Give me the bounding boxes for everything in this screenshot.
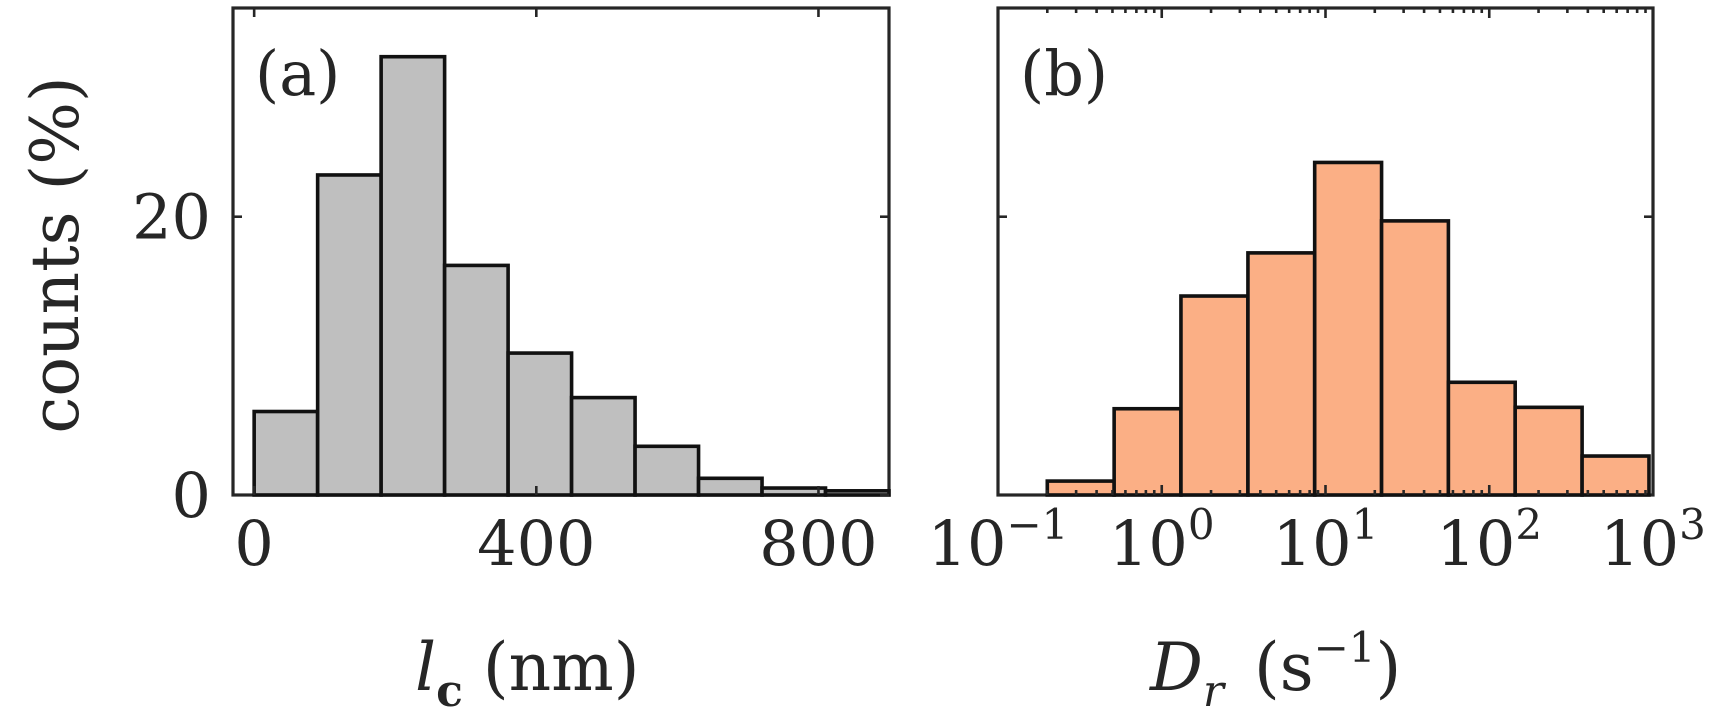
panel-a-bar (760, 486, 828, 497)
panel-b-bar (1045, 479, 1116, 497)
panel-b-xtick-label: 102 (1436, 500, 1542, 580)
panel-b-xtick-label: 103 (1600, 500, 1706, 580)
panel-b-bar (1580, 454, 1651, 497)
panel-a-bar (442, 263, 510, 497)
panel-b-bar (1513, 405, 1584, 497)
panel-a-xtick-label: 0 (234, 507, 273, 580)
panel-a-xtick-label: 800 (759, 507, 877, 580)
panel-b-bar (1112, 406, 1183, 497)
panel-b-xlabel-unit-post: ) (1376, 629, 1402, 706)
panel-b-xlabel-sub: r (1203, 666, 1227, 717)
panel-b-bar (1312, 160, 1384, 497)
panel-a-bar (315, 173, 383, 497)
panel-a-bar (506, 351, 574, 497)
panel-b-xtick-label: 100 (1109, 500, 1215, 580)
panel-b-histogram: 10−1 100 101 102 103 (b) Dr (s−1) (928, 6, 1706, 717)
panel-b-bar (1379, 219, 1451, 497)
panel-a-xlabel-sub: c (436, 666, 463, 717)
panel-b-bar (1246, 251, 1317, 497)
panel-a-bar (569, 395, 637, 497)
panel-a-label: (a) (255, 37, 340, 110)
panel-b-label: (b) (1020, 37, 1108, 110)
panel-a-bar (823, 489, 891, 497)
panel-a-xtick-label: 400 (477, 507, 595, 580)
panel-b-bars (1045, 160, 1651, 497)
panel-a-histogram: 0 400 800 0 20 (a) lc (nm) (132, 6, 891, 717)
panel-b-xlabel-unit-pre: (s (1254, 629, 1314, 706)
panel-a-bars (252, 54, 891, 497)
panel-b-bar (1446, 380, 1517, 497)
panel-a-ticks: 0 400 800 0 20 (132, 8, 889, 580)
panel-a-ytick-label: 0 (172, 459, 211, 532)
panel-b-ticks: 10−1 100 101 102 103 (928, 8, 1706, 580)
panel-b-bar (1179, 294, 1250, 497)
panel-a-xlabel-unit: (nm) (483, 629, 640, 706)
panel-a-bar (252, 409, 320, 497)
panel-a-ytick-label: 20 (132, 181, 211, 254)
panel-a-bar (633, 444, 701, 497)
panel-b-xlabel-var: D (1149, 629, 1203, 706)
panel-a-xlabel: lc (nm) (415, 629, 640, 717)
panel-a-bar (696, 476, 764, 497)
panel-a-bar (379, 54, 447, 497)
panel-b-xtick-label: 101 (1273, 500, 1379, 580)
panel-b-xlabel-unit-sup: −1 (1314, 623, 1376, 672)
panel-b-xtick-label: 10−1 (928, 500, 1069, 580)
panel-a-xlabel-var: l (415, 629, 436, 706)
y-axis-label: counts (%) (17, 76, 94, 433)
panel-b-xlabel: Dr (s−1) (1149, 623, 1401, 717)
